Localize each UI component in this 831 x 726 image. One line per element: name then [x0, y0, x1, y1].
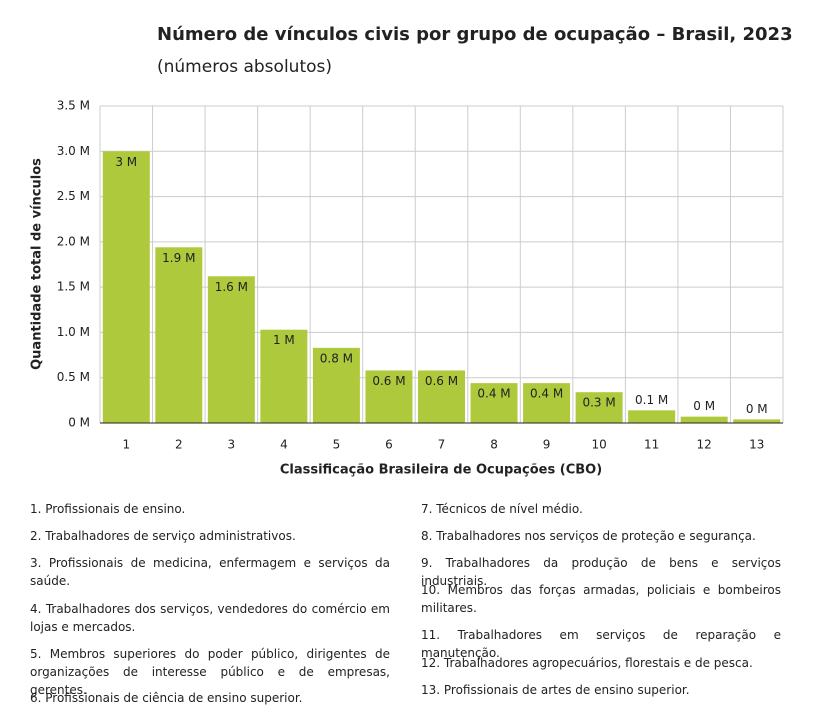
bar [155, 247, 203, 423]
chart-title: Número de vínculos civis por grupo de oc… [157, 24, 793, 45]
value-label: 0.6 M [425, 374, 458, 388]
x-tick-label: 7 [438, 438, 446, 452]
note: 4. Trabalhadores dos serviços, vendedore… [30, 602, 390, 634]
value-label: 0.4 M [530, 387, 563, 401]
note: 6. Profissionais de ciência de ensino su… [30, 691, 303, 705]
bar [365, 370, 413, 423]
x-tick-label: 1 [122, 438, 130, 452]
x-tick-label: 4 [280, 438, 288, 452]
y-tick-label: 1.0 M [57, 325, 90, 339]
bar [102, 151, 150, 424]
y-tick-label: 3.0 M [57, 144, 90, 158]
note: 2. Trabalhadores de serviço administrati… [30, 529, 296, 543]
x-tick-label: 5 [333, 438, 341, 452]
x-tick-label: 8 [490, 438, 498, 452]
value-label: 0.3 M [582, 396, 615, 410]
value-label: 1 M [273, 333, 295, 347]
note: 10. Membros das forças armadas, policiai… [421, 583, 781, 615]
value-label: 0 M [693, 399, 715, 413]
bar [628, 410, 676, 423]
y-tick-label: 0 M [68, 416, 90, 430]
x-tick-label: 3 [228, 438, 236, 452]
bar [260, 329, 308, 423]
x-tick-label: 2 [175, 438, 183, 452]
chart-subtitle: (números absolutos) [157, 57, 332, 77]
bar [312, 347, 360, 423]
bar [470, 383, 518, 423]
note: 3. Profissionais de medicina, enfermagem… [30, 556, 390, 588]
x-tick-label: 13 [749, 438, 764, 452]
value-label: 0.1 M [635, 393, 668, 407]
note: 12. Trabalhadores agropecuários, florest… [421, 656, 753, 670]
x-axis-title: Classificação Brasileira de Ocupações (C… [280, 463, 602, 478]
value-label: 1.9 M [162, 251, 195, 265]
bar [733, 419, 781, 423]
y-tick-label: 0.5 M [57, 370, 90, 384]
chart: Número de vínculos civis por grupo de oc… [30, 24, 793, 478]
value-label: 3 M [115, 155, 137, 169]
value-label: 0.4 M [477, 387, 510, 401]
y-tick-label: 1.5 M [57, 280, 90, 294]
note: 13. Profissionais de artes de ensino sup… [421, 683, 690, 697]
value-label: 0.6 M [372, 374, 405, 388]
note: 8. Trabalhadores nos serviços de proteçã… [421, 529, 756, 543]
bar [207, 276, 255, 423]
value-label: 0.8 M [320, 351, 353, 365]
value-label: 1.6 M [215, 280, 248, 294]
note: 7. Técnicos de nível médio. [421, 502, 583, 516]
bar [680, 416, 728, 423]
bar [523, 383, 571, 423]
x-tick-label: 9 [543, 438, 551, 452]
x-tick-label: 6 [385, 438, 393, 452]
y-tick-label: 2.0 M [57, 234, 90, 248]
bar [418, 370, 465, 423]
bar [575, 392, 623, 423]
note: 9. Trabalhadores da produção de bens e s… [421, 556, 781, 588]
x-tick-label: 12 [697, 438, 712, 452]
x-tick-label: 11 [644, 438, 659, 452]
value-label: 0 M [746, 402, 768, 416]
y-axis-title: Quantidade total de vínculos [30, 158, 45, 370]
note: 11. Trabalhadores em serviços de reparaç… [421, 628, 781, 660]
note: 1. Profissionais de ensino. [30, 502, 186, 516]
y-tick-label: 3.5 M [57, 99, 90, 113]
y-tick-label: 2.5 M [57, 189, 90, 203]
x-tick-label: 10 [591, 438, 606, 452]
note: 5. Membros superiores do poder público, … [30, 647, 390, 697]
